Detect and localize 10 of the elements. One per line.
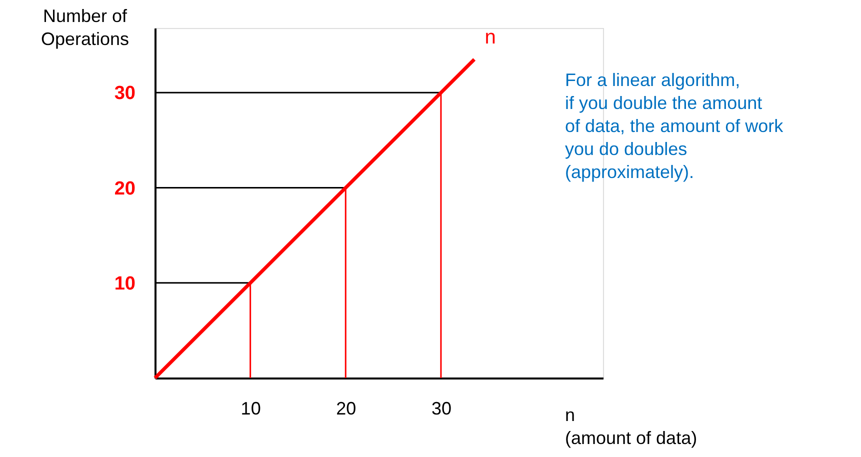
x-axis-title: n (amount of data) bbox=[565, 405, 698, 448]
x-tick-label: 20 bbox=[336, 398, 356, 418]
series-label: n bbox=[484, 26, 496, 48]
y-tick-label: 10 bbox=[114, 273, 136, 294]
y-tick-label: 30 bbox=[114, 83, 136, 104]
x-tick-label: 30 bbox=[431, 398, 452, 418]
x-tick-label: 10 bbox=[240, 398, 261, 418]
y-axis-title: Number of Operations bbox=[40, 6, 130, 49]
y-tick-label: 20 bbox=[114, 178, 136, 200]
annotation: For a linear algorithm, if you double the amount of data, the amount of work you do doubles (approximately). bbox=[565, 70, 784, 182]
